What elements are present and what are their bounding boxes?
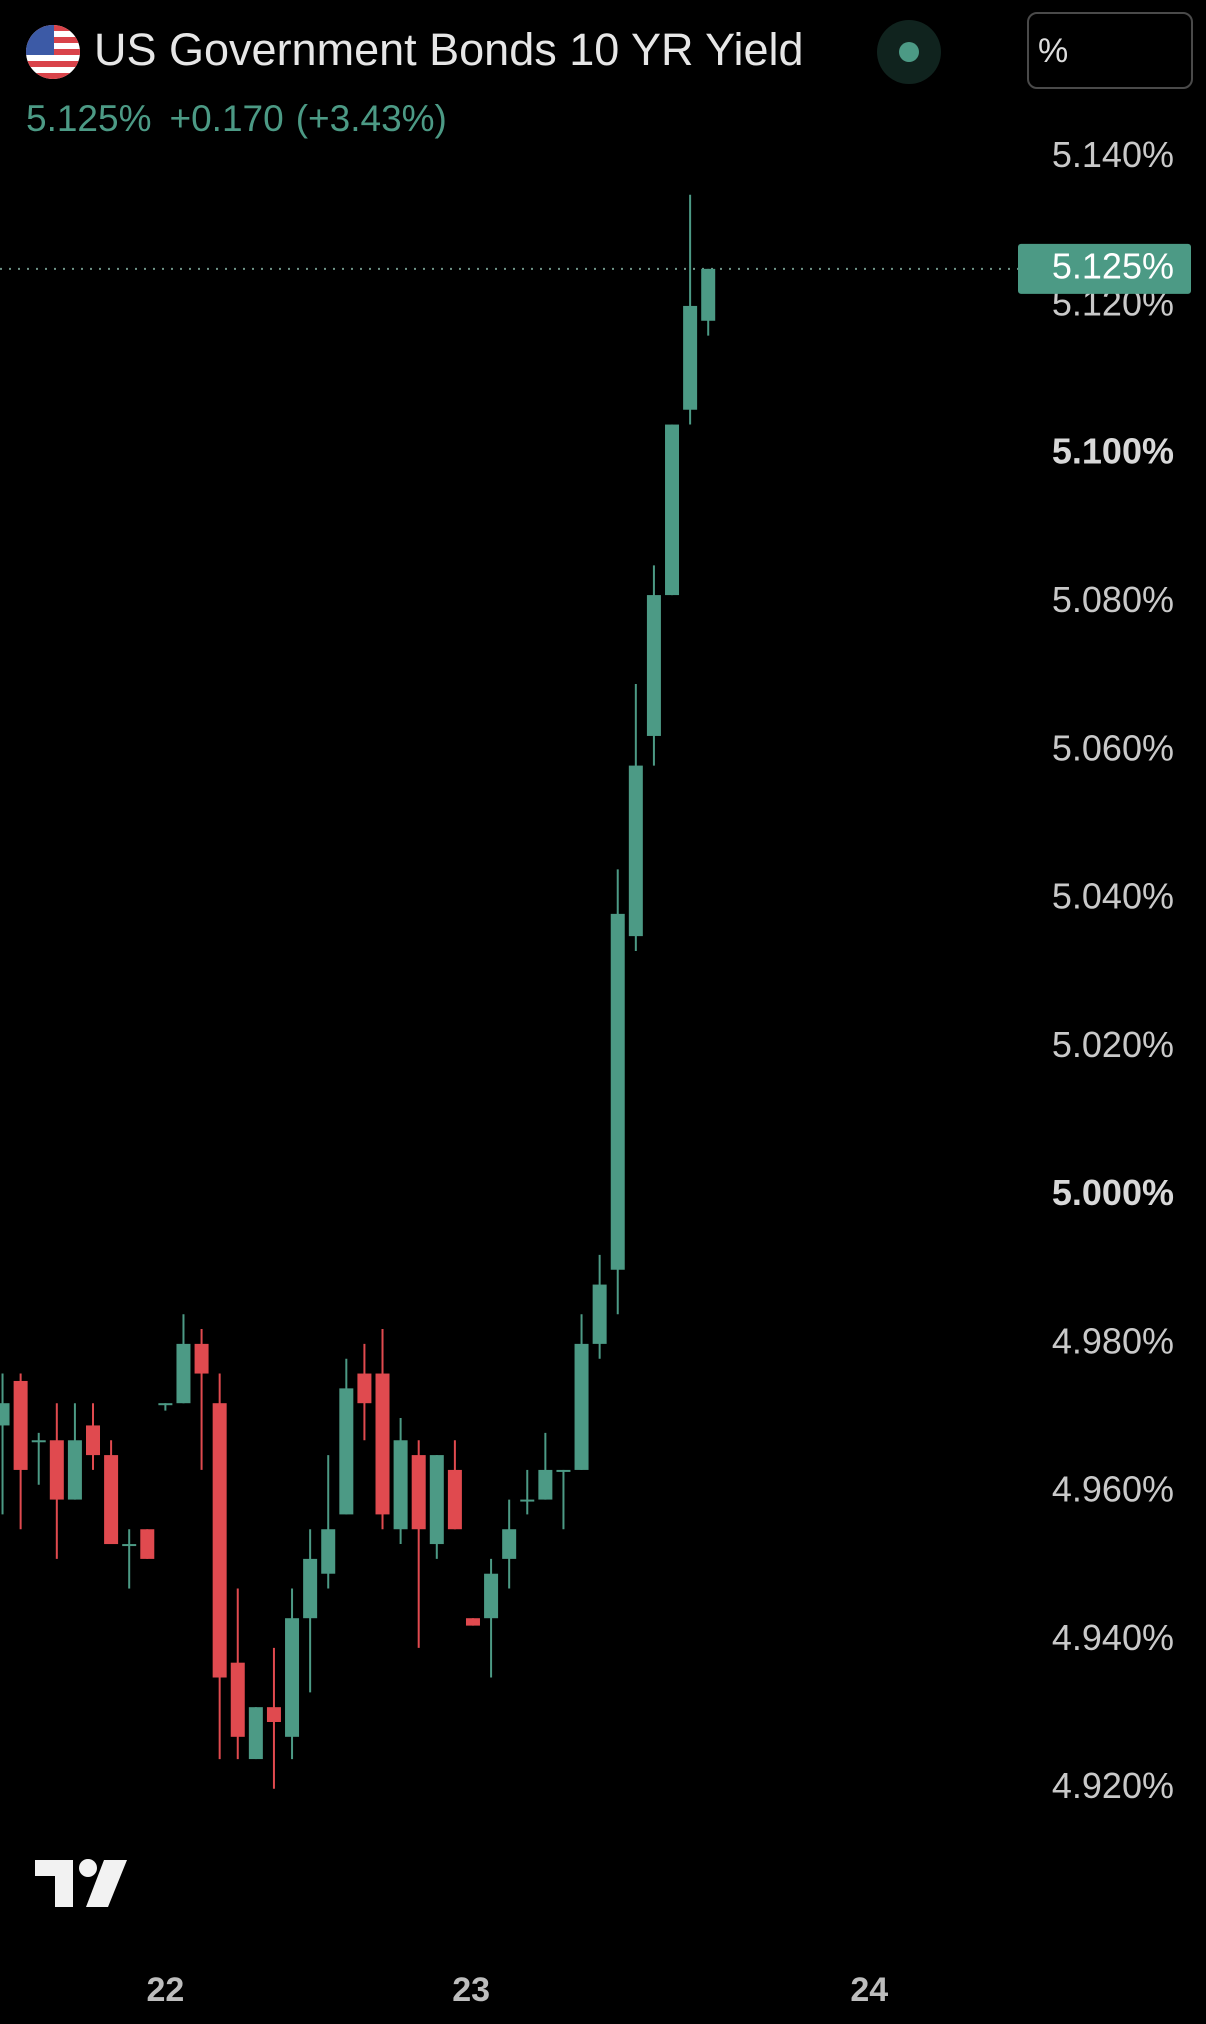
candle-body: [465, 1618, 480, 1626]
candle-body: [520, 1499, 535, 1502]
y-tick-label: 5.040%: [1052, 876, 1174, 917]
y-tick-label: 5.080%: [1052, 579, 1174, 620]
candle-body: [0, 1403, 10, 1426]
logo: [35, 1859, 127, 1907]
candle-body: [194, 1343, 209, 1374]
candle-body: [230, 1662, 245, 1737]
candle-body: [266, 1707, 281, 1722]
candle-body: [646, 595, 661, 736]
y-tick-label: 4.920%: [1052, 1765, 1174, 1806]
x-tick-label: 23: [452, 1971, 490, 2009]
candle-body: [158, 1403, 173, 1406]
x-tick-label: 22: [146, 1971, 184, 2009]
y-tick-label: 5.100%: [1052, 431, 1174, 472]
candle-body: [13, 1380, 28, 1470]
last-price-box: [1018, 243, 1191, 294]
candle-body: [375, 1373, 390, 1515]
x-tick-label: 24: [850, 1971, 888, 2009]
chart-title: US Government Bonds 10 YR Yield: [94, 24, 804, 75]
y-tick-label: 4.980%: [1052, 1320, 1174, 1361]
change: +0.170: [170, 98, 284, 139]
candle-body: [592, 1284, 607, 1344]
y-tick-label: 5.000%: [1052, 1172, 1174, 1213]
price-line: 5.125% +0.170 (+3.43%): [26, 98, 447, 139]
candle-body: [411, 1455, 426, 1530]
candle-body: [393, 1440, 408, 1530]
candle-body: [610, 913, 625, 1270]
y-tick-label: 5.020%: [1052, 1024, 1174, 1065]
candle-body: [665, 424, 680, 596]
candle-body: [176, 1343, 191, 1404]
flag-icon: [26, 25, 80, 79]
candle-body: [303, 1558, 318, 1619]
candle-body: [212, 1403, 227, 1678]
candle-body: [429, 1455, 444, 1545]
candle-body: [49, 1440, 64, 1500]
last-price-label: 5.125%: [1052, 245, 1174, 286]
candle-body: [67, 1440, 82, 1500]
unit-selector[interactable]: [1027, 12, 1193, 89]
candle-body: [31, 1440, 46, 1443]
candle-body: [701, 268, 716, 321]
unit-selector-label[interactable]: %: [1038, 32, 1068, 70]
candle-body: [140, 1529, 155, 1559]
candle-body: [86, 1425, 101, 1456]
candle-body: [248, 1707, 263, 1760]
status-dot: [899, 42, 919, 62]
candle-body: [285, 1618, 300, 1737]
candle-body: [104, 1455, 119, 1545]
candle-body: [538, 1469, 553, 1500]
candle-body: [122, 1544, 137, 1547]
change-percent: (+3.43%): [296, 98, 447, 139]
price: 5.125%: [26, 98, 152, 139]
y-tick-label: 5.060%: [1052, 727, 1174, 768]
y-tick-label: 5.140%: [1052, 134, 1174, 175]
candle-body: [484, 1573, 499, 1619]
candle-body: [447, 1469, 462, 1530]
candle-body: [321, 1529, 336, 1574]
candle-body: [683, 305, 698, 410]
candle-body: [339, 1388, 354, 1515]
candle-body: [556, 1469, 571, 1472]
candle-body: [502, 1529, 517, 1559]
y-tick-label: 4.940%: [1052, 1617, 1174, 1658]
candle-body: [357, 1373, 372, 1404]
y-tick-label: 4.960%: [1052, 1469, 1174, 1510]
candle-body: [574, 1343, 589, 1470]
candle-body: [628, 765, 643, 937]
